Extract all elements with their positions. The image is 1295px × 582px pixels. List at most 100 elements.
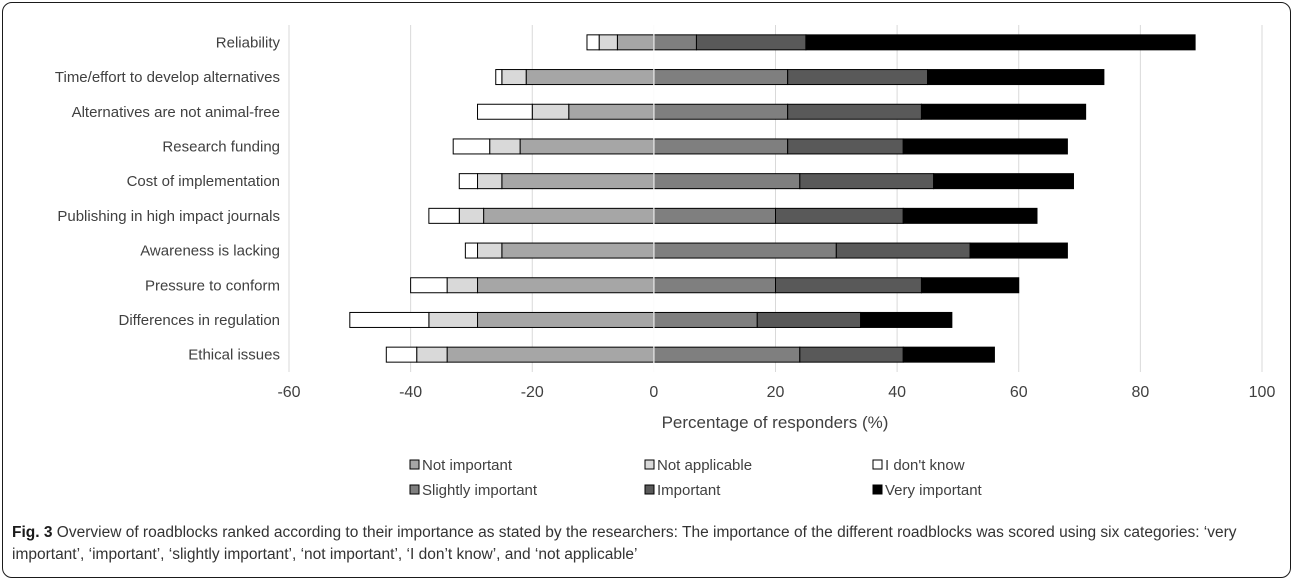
category-label: Cost of implementation: [127, 173, 280, 190]
legend-item: Not important: [409, 457, 513, 474]
legend-label: I don't know: [885, 457, 965, 474]
legend-swatch: [872, 484, 883, 495]
legend-label: Not applicable: [657, 457, 752, 474]
legend-label: Slightly important: [422, 482, 538, 499]
legend-swatch: [644, 484, 655, 495]
category-label: Differences in regulation: [119, 312, 280, 329]
bar-segment-i-don-t-know: [349, 311, 430, 328]
x-tick-label: 100: [1249, 384, 1276, 401]
x-tick-label: 80: [1131, 384, 1149, 401]
x-tick-labels: -60 -40 -20 0 20 40 60 80 100: [277, 384, 1275, 401]
bar-segment-not-applicable: [428, 311, 479, 328]
bar-segment-not-applicable: [598, 34, 618, 51]
bar-segment-not-applicable: [477, 173, 503, 190]
x-axis-title: Percentage of responders (%): [662, 413, 889, 432]
bar-segment-not-important: [568, 103, 655, 120]
bar-segment-very-important: [933, 173, 1074, 190]
bar-segment-i-don-t-know: [410, 277, 448, 294]
category-label: Pressure to conform: [145, 277, 280, 294]
bar-segment-i-don-t-know: [452, 138, 491, 155]
bar-segment-very-important: [920, 277, 1020, 294]
bar-segment-not-applicable: [489, 138, 521, 155]
legend-item: Not applicable: [644, 457, 752, 474]
legend-item: I don't know: [872, 457, 965, 474]
bar-segment-slightly-important: [653, 207, 776, 224]
bar-segment-very-important: [902, 346, 995, 363]
bar-segment-i-don-t-know: [495, 69, 503, 86]
bar-segment-not-applicable: [416, 346, 448, 363]
bar-segment-very-important: [902, 207, 1038, 224]
bar-segment-not-important: [616, 34, 655, 51]
bar-segment-slightly-important: [653, 242, 837, 259]
bar-segment-not-applicable: [446, 277, 479, 294]
bar-segment-important: [835, 242, 971, 259]
legend-item: Very important: [872, 482, 983, 499]
bar-segment-not-important: [446, 346, 655, 363]
bar-segment-very-important: [860, 311, 953, 328]
bar-segment-important: [756, 311, 862, 328]
bar-segment-not-important: [519, 138, 655, 155]
bar-segment-important: [787, 138, 904, 155]
bar-segment-slightly-important: [653, 34, 697, 51]
bar-segment-important: [787, 69, 929, 86]
category-labels: Reliability Time/effort to develop altern…: [55, 34, 281, 363]
bar-segment-not-important: [501, 242, 655, 259]
bar-segment-important: [775, 277, 922, 294]
legend: Not important Not applicable I don't know S…: [409, 457, 983, 499]
bar-segment-very-important: [969, 242, 1068, 259]
x-tick-label: -40: [399, 384, 422, 401]
figure-caption: Fig. 3 Overview of roadblocks ranked acc…: [12, 522, 1280, 566]
figure-number: Fig. 3: [12, 524, 53, 541]
bar-segment-i-don-t-know: [586, 34, 600, 51]
category-label: Research funding: [162, 138, 280, 155]
bar-segment-important: [775, 207, 904, 224]
legend-label: Not important: [422, 457, 513, 474]
bar-segment-important: [695, 34, 807, 51]
category-label: Publishing in high impact journals: [57, 208, 280, 225]
legend-item: Slightly important: [409, 482, 538, 499]
legend-swatch: [409, 484, 420, 495]
bar-segment-not-important: [477, 277, 655, 294]
bar-segment-not-important: [483, 207, 655, 224]
bar-segment-not-applicable: [531, 103, 570, 120]
bar-segment-not-important: [477, 311, 655, 328]
bar-segment-i-don-t-know: [385, 346, 418, 363]
bar-segment-i-don-t-know: [428, 207, 460, 224]
bar-segment-important: [799, 346, 904, 363]
legend-label: Important: [657, 482, 721, 499]
bar-segment-i-don-t-know: [458, 173, 479, 190]
bar-segment-not-important: [525, 69, 655, 86]
bar-segment-slightly-important: [653, 103, 789, 120]
legend-label: Very important: [885, 482, 983, 499]
bar-segment-slightly-important: [653, 311, 758, 328]
bar-segment-not-important: [501, 173, 655, 190]
bar-segment-very-important: [902, 138, 1068, 155]
legend-swatch: [409, 459, 420, 470]
category-label: Alternatives are not animal-free: [72, 104, 280, 121]
caption-text: Overview of roadblocks ranked according …: [12, 524, 1237, 563]
bar-segment-important: [799, 173, 935, 190]
bar-segment-slightly-important: [653, 138, 789, 155]
bar-segment-not-applicable: [458, 207, 485, 224]
bar-segment-slightly-important: [653, 277, 776, 294]
legend-swatch: [644, 459, 655, 470]
category-label: Awareness is lacking: [140, 243, 280, 260]
bar-segment-slightly-important: [653, 173, 801, 190]
bar-segment-slightly-important: [653, 69, 789, 86]
category-label: Time/effort to develop alternatives: [55, 69, 280, 86]
bar-segment-very-important: [920, 103, 1087, 120]
category-label: Reliability: [216, 34, 281, 51]
bar-segment-very-important: [927, 69, 1105, 86]
bars: [349, 25, 1196, 372]
bar-segment-i-don-t-know: [477, 103, 533, 120]
legend-swatch: [872, 459, 883, 470]
bar-segment-very-important: [805, 34, 1196, 51]
legend-item: Important: [644, 482, 721, 499]
category-label: Ethical issues: [188, 347, 280, 364]
chart: Reliability Time/effort to develop altern…: [55, 25, 1275, 499]
bar-segment-slightly-important: [653, 346, 801, 363]
x-tick-label: -60: [277, 384, 300, 401]
bar-segment-i-don-t-know: [464, 242, 479, 259]
bar-segment-not-applicable: [477, 242, 503, 259]
bar-segment-important: [787, 103, 922, 120]
